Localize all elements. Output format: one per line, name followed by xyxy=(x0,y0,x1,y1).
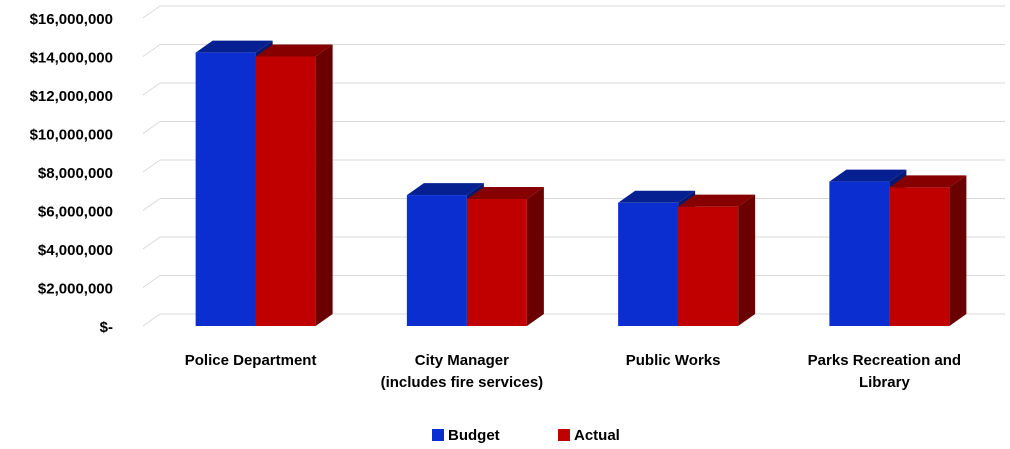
grid-slant xyxy=(142,159,161,173)
bar-side xyxy=(315,44,333,326)
bar xyxy=(466,198,527,326)
y-tick-label: $12,000,000 xyxy=(30,88,113,105)
bar-top xyxy=(889,175,967,188)
y-tick-label: $- xyxy=(100,319,113,336)
grid-slant xyxy=(142,275,161,288)
legend-label: Actual xyxy=(574,427,620,444)
bar-side xyxy=(949,175,967,326)
y-tick-label: $4,000,000 xyxy=(38,242,113,259)
grid-slant xyxy=(142,198,161,211)
bar xyxy=(829,181,890,326)
bar xyxy=(195,52,256,327)
bar xyxy=(889,187,950,326)
y-tick-label: $8,000,000 xyxy=(38,165,113,182)
x-tick-label: Public Works xyxy=(625,352,721,369)
bar-top xyxy=(406,183,484,196)
y-tick-label: $6,000,000 xyxy=(38,203,113,220)
bar-side xyxy=(738,194,756,326)
y-tick-label: $10,000,000 xyxy=(30,126,113,143)
bar xyxy=(255,56,316,326)
x-tick-label: City Manager (includes fire services) xyxy=(380,352,544,391)
grid-slant xyxy=(142,313,161,327)
grid-slant xyxy=(142,121,161,134)
grid-slant xyxy=(142,236,161,250)
bar-top xyxy=(829,169,907,182)
grid-slant xyxy=(142,82,161,96)
bar-top xyxy=(618,190,696,203)
legend-label: Budget xyxy=(448,427,500,444)
grid-slant xyxy=(142,5,161,19)
bar xyxy=(618,202,679,326)
bar-top xyxy=(195,40,273,53)
bar-side xyxy=(526,186,544,326)
legend-swatch xyxy=(432,429,444,441)
bar-top xyxy=(466,186,544,199)
bar xyxy=(678,206,739,326)
y-tick-label: $2,000,000 xyxy=(38,280,113,297)
x-tick-label: Parks Recreation and Library xyxy=(807,352,962,391)
bar xyxy=(406,195,467,326)
grid-slant xyxy=(142,44,161,57)
legend-swatch xyxy=(558,429,570,441)
bar-top xyxy=(255,44,333,57)
x-tick-label: Police Department xyxy=(184,352,317,369)
bar-top xyxy=(678,194,756,207)
y-tick-label: $14,000,000 xyxy=(30,49,113,66)
y-tick-label: $16,000,000 xyxy=(30,11,113,28)
